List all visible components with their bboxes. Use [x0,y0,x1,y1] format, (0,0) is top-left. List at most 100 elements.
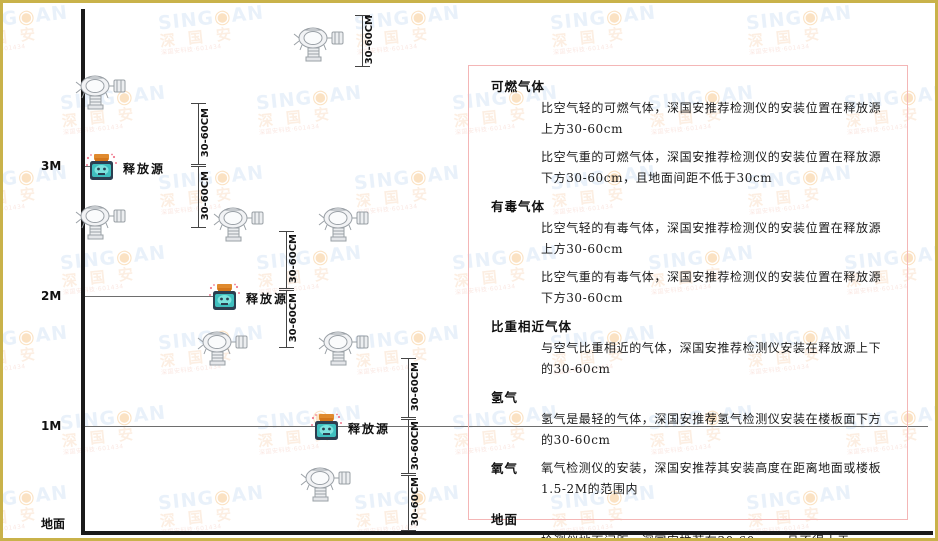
reference-line-2m [83,296,233,297]
watermark-brand: SING◉AN [156,3,266,35]
dimension-arrow-top [191,103,206,104]
panel-section-title: 氢气 [491,390,519,405]
dimension-label: 30-60CM [288,293,299,343]
ground-label: 地面 [41,517,66,531]
panel-section-paragraph: 比空气轻的可燃气体，深国安推荐检测仪的安装位置在释放源上方30-60cm [541,101,882,136]
dimension-arrow-top [401,475,416,476]
watermark-brand: SING◉AN [744,3,854,35]
dimension-arrow-top [355,15,370,16]
gas-detector-icon [316,201,372,245]
watermark-brand: SING◉AN [3,481,70,515]
panel-section-title: 氧气 [491,461,519,476]
dimension-arrow-top [279,290,294,291]
dimension-arrow-bottom [279,288,294,289]
watermark-chinese: 深 国 安 [3,344,40,371]
watermark-chinese: 深 国 安 [3,24,40,51]
watermark-sub: 深国安科技·601434 [62,442,124,456]
dimension-marker: 30-60CM [355,15,425,67]
watermark-chinese: 深 国 安 [61,264,138,291]
dimension-label: 30-60CM [288,234,299,284]
release-source-label: 释放源 [123,162,166,176]
watermark-brand: SING◉AN [156,481,266,515]
dimension-arrow-bottom [191,227,206,228]
dimension-marker: 30-60CM [279,231,349,289]
panel-section-paragraph: 比空气轻的有毒气体，深国安推荐检测仪的安装位置在释放源上方30-60cm [541,221,882,256]
release-source-label: 释放源 [348,422,391,436]
dimension-line [286,231,287,289]
gas-detector-icon [211,201,267,245]
info-panel: 可燃气体比空气轻的可燃气体，深国安推荐检测仪的安装位置在释放源上方30-60cm… [468,65,908,538]
axis-tick-3m: 3M [41,159,62,173]
panel-section-paragraph: 氧气检测仪的安装，深国安推荐其安装高度在距离地面或楼板1.5-2M的范围内 [541,461,882,496]
panel-section-paragraph: 比空气重的有毒气体，深国安推荐检测仪的安装位置在释放源下方30-60cm [541,270,882,305]
dimension-label: 30-60CM [364,15,375,65]
release-source-label: 释放源 [246,292,289,306]
dimension-line [408,419,409,474]
watermark-chinese: 深 国 安 [159,24,236,51]
dimension-arrow-bottom [401,530,416,531]
watermark-chinese: 深 国 安 [159,504,236,531]
panel-section-paragraph: 与空气比重相近的气体，深国安推荐检测仪安装在释放源上下的30-60cm [541,341,882,376]
release-source-icon [310,413,344,443]
watermark-chinese: 深 国 安 [257,104,334,131]
dimension-arrow-top [401,419,416,420]
watermark-sub: 深国安科技·601434 [3,42,26,56]
dimension-marker: 30-60CM [279,290,349,348]
watermark-brand: SING◉AN [3,3,70,35]
watermark-chinese: 深 国 安 [3,184,40,211]
dimension-label: 30-60CM [200,108,211,158]
release-source-icon [208,283,242,313]
panel-section: 比重相近气体与空气比重相近的气体，深国安推荐检测仪安装在释放源上下的30-60c… [483,316,893,380]
vertical-axis [81,9,85,531]
dimension-arrow-bottom [401,417,416,418]
dimension-marker: 30-60CM [191,166,261,228]
gas-detector-icon [298,461,354,505]
dimension-label: 30-60CM [200,171,211,221]
dimension-line [198,103,199,165]
panel-section-paragraph: 比空气重的可燃气体，深国安推荐检测仪的安装位置在释放源下方30-60cm，且地面… [541,150,882,185]
reference-line-1m [83,426,928,427]
dimension-line [408,358,409,418]
dimension-marker: 30-60CM [401,358,471,418]
dimension-label: 30-60CM [410,477,421,527]
panel-section-title: 地面 [491,512,519,527]
watermark-chinese: 深 国 安 [551,24,628,51]
watermark-brand: SING◉AN [352,161,462,195]
watermark-brand: SING◉AN [58,401,168,435]
dimension-marker: 30-60CM [191,103,261,165]
gas-detector-icon [73,69,129,113]
dimension-line [286,290,287,348]
panel-section: 氢气氢气是最轻的气体，深国安推荐氢气检测仪安装在楼板面下方的30-60cm [483,387,893,451]
dimension-arrow-bottom [279,347,294,348]
watermark-brand: SING◉AN [58,241,168,275]
dimension-marker: 30-60CM [401,419,471,474]
dimension-line [408,475,409,531]
watermark-sub: 深国安科技·601434 [258,122,320,136]
panel-section-title: 可燃气体 [491,79,546,94]
watermark-sub: 深国安科技·601434 [3,202,26,216]
gas-detector-icon [316,325,372,369]
dimension-arrow-top [401,358,416,359]
ground-axis-line [81,531,933,535]
panel-section-title: 比重相近气体 [491,319,573,334]
release-source-icon [85,153,119,183]
dimension-line [198,166,199,228]
panel-section-paragraph: 氢气是最轻的气体，深国安推荐氢气检测仪安装在楼板面下方的30-60cm [541,412,882,447]
gas-detector-icon [73,199,129,243]
panel-section: 氧气 氧气检测仪的安装，深国安推荐其安装高度在距离地面或楼板1.5-2M的范围内 [483,458,893,507]
dimension-arrow-top [279,231,294,232]
panel-section: 地面检测仪地面间距，深国安推荐在30-60cm，且不得小于30cm，因为过低容易… [483,509,893,541]
watermark-brand: SING◉AN [254,81,364,115]
panel-section-paragraph: 检测仪地面间距，深国安推荐在30-60cm，且不得小于30cm，因为过低容易水溅… [541,534,850,541]
watermark-sub: 深国安科技·601434 [552,42,614,56]
dimension-label: 30-60CM [410,420,421,470]
watermark-brand: SING◉AN [548,3,658,35]
